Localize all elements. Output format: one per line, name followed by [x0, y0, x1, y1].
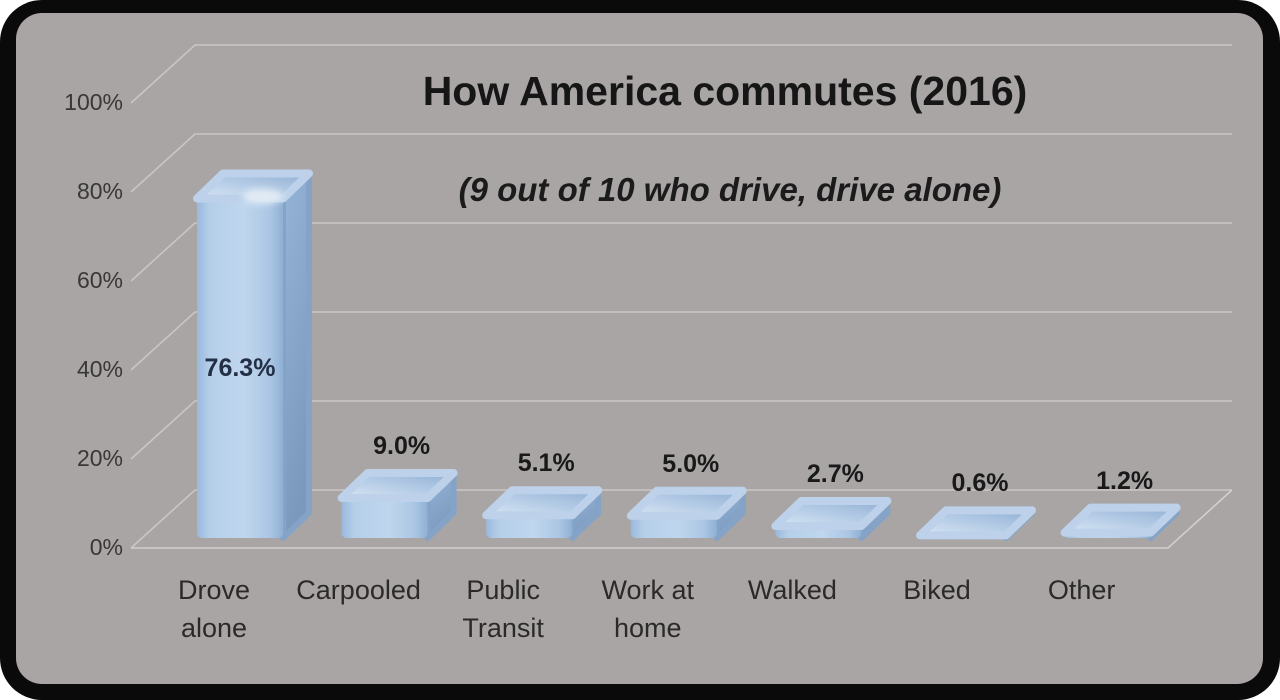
bar-3d [482, 486, 603, 541]
bar-top-face [771, 496, 892, 530]
gridline [130, 222, 1232, 282]
bar-3d [337, 468, 458, 541]
bar-top-face [337, 468, 458, 502]
gridline [130, 133, 1232, 193]
gridline [130, 489, 1232, 549]
bar-front-face [341, 497, 428, 538]
bar-side-face [280, 170, 312, 541]
bar-front-face [630, 515, 717, 538]
bar-3d [916, 506, 1036, 541]
floor-edge [131, 489, 1233, 549]
bar-cap-highlight [243, 188, 283, 205]
bar-3d [1060, 503, 1181, 541]
bar-front-face [486, 515, 573, 538]
bar-top-face [482, 486, 603, 520]
bar-3d [626, 486, 747, 541]
bar-top-face [1060, 503, 1181, 537]
gridline [130, 400, 1232, 460]
bars-layer [193, 169, 1181, 541]
bar-top-face [916, 506, 1036, 540]
gridline [130, 311, 1232, 371]
bar-top-face [626, 486, 747, 520]
bar-3d [193, 169, 313, 541]
gridlines [130, 44, 1233, 549]
bar-3d [771, 496, 892, 541]
bar-front-face [197, 198, 283, 538]
gridline [130, 44, 1232, 104]
